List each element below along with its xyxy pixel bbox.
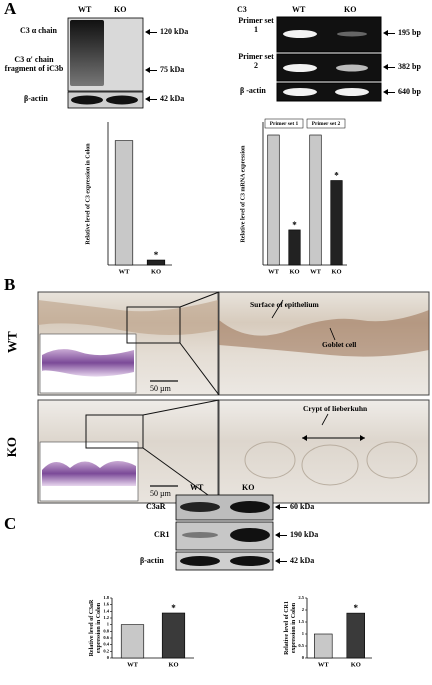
lane-label: KO bbox=[344, 5, 357, 14]
significance-mark: * bbox=[334, 171, 339, 181]
bar bbox=[330, 180, 343, 266]
row-label: Primer set 1 bbox=[238, 16, 274, 34]
y-tick-label: 0 bbox=[302, 655, 305, 660]
row-label: β-actin bbox=[140, 556, 164, 565]
bar bbox=[288, 229, 301, 266]
row-label: β -actin bbox=[240, 86, 266, 95]
bar bbox=[120, 624, 145, 659]
y-tick-label: 1.2 bbox=[103, 615, 109, 620]
row-label: Primer set 2 bbox=[238, 52, 274, 70]
y-axis-label: Relative level of C3 mRNA expression bbox=[240, 144, 246, 243]
significance-mark: * bbox=[354, 603, 359, 613]
x-tick-label: KO bbox=[289, 268, 299, 275]
size-label: 42 kDa bbox=[275, 556, 314, 566]
lane-label: KO bbox=[114, 5, 127, 14]
x-tick-label: KO bbox=[331, 268, 341, 275]
panel-label: A bbox=[4, 0, 17, 18]
histology-images bbox=[37, 291, 430, 504]
x-tick-label: WT bbox=[127, 661, 139, 668]
significance-mark: * bbox=[154, 250, 159, 260]
size-label: 190 kDa bbox=[275, 530, 318, 540]
x-tick-label: WT bbox=[119, 268, 131, 275]
bar bbox=[146, 259, 166, 266]
annotation: Surface of epithelium bbox=[250, 300, 319, 309]
y-axis-label: Relative level of C3 expression in Colon bbox=[85, 142, 91, 245]
group-label: Primer set 1 bbox=[270, 121, 299, 127]
y-tick-label: 1 bbox=[107, 622, 110, 627]
lane-label: WT bbox=[78, 5, 92, 14]
annotation: Crypt of lieberkuhn bbox=[303, 404, 368, 413]
x-tick-label: WT bbox=[310, 268, 322, 275]
x-tick-label: WT bbox=[318, 661, 330, 668]
bar bbox=[314, 633, 333, 659]
row-label: CR1 bbox=[154, 530, 170, 539]
western-blot bbox=[67, 17, 144, 109]
group-label: Primer set 2 bbox=[312, 121, 341, 127]
size-label: 75 kDa bbox=[145, 65, 184, 75]
size-label: 60 kDa bbox=[275, 502, 314, 512]
bar bbox=[161, 612, 186, 659]
scale-bar-label: 50 µm bbox=[150, 489, 171, 498]
y-tick-label: 1.6 bbox=[103, 602, 109, 607]
y-tick-label: 1.5 bbox=[298, 619, 304, 624]
western-blot bbox=[175, 494, 274, 571]
row-label: C3aR bbox=[146, 502, 166, 511]
x-tick-label: KO bbox=[168, 661, 178, 668]
significance-mark: * bbox=[292, 220, 297, 230]
bar bbox=[309, 134, 322, 266]
y-axis-label: Relative level of CR1 expression in Colo… bbox=[284, 601, 297, 655]
size-label: 195 bp bbox=[383, 28, 421, 38]
x-tick-label: KO bbox=[151, 268, 161, 275]
y-tick-label: 0.6 bbox=[103, 635, 109, 640]
size-label: 42 kDa bbox=[145, 94, 184, 104]
y-tick-label: 2.5 bbox=[298, 595, 304, 600]
y-axis-label: Relative level of C3aR expression in Col… bbox=[89, 599, 102, 657]
y-tick-label: 0.8 bbox=[103, 628, 109, 633]
bar bbox=[114, 140, 134, 266]
y-tick-label: 0 bbox=[107, 655, 110, 660]
size-label: 382 bp bbox=[383, 62, 421, 72]
group-box bbox=[264, 118, 304, 129]
panel-label: B bbox=[4, 275, 16, 294]
y-tick-label: 1.8 bbox=[103, 595, 109, 600]
size-label: 640 bp bbox=[383, 87, 421, 97]
x-tick-label: KO bbox=[351, 661, 361, 668]
lane-label: WT bbox=[190, 483, 204, 492]
scale-bar-label: 50 µm bbox=[150, 384, 171, 393]
y-tick-label: 0.2 bbox=[103, 648, 109, 653]
bar bbox=[267, 134, 280, 266]
y-tick-label: 2 bbox=[302, 607, 305, 612]
y-tick-label: 0.4 bbox=[103, 642, 109, 647]
lane-label: WT bbox=[292, 5, 306, 14]
annotation: Goblet cell bbox=[322, 340, 357, 349]
row-label: C3 α chain bbox=[20, 26, 57, 35]
panel-label: C bbox=[4, 514, 17, 533]
row-label: KO bbox=[3, 437, 19, 458]
bar bbox=[346, 612, 365, 659]
y-tick-label: 1 bbox=[302, 631, 305, 636]
pcr-gel bbox=[276, 16, 382, 102]
significance-mark: * bbox=[171, 603, 176, 613]
size-label: 120 kDa bbox=[145, 27, 188, 37]
x-tick-label: WT bbox=[268, 268, 280, 275]
group-box bbox=[306, 118, 346, 129]
row-label: WT bbox=[4, 331, 20, 353]
row-label: C3 α' chain fragment of iC3b bbox=[4, 55, 64, 73]
gel-title: C3 bbox=[237, 5, 247, 14]
y-tick-label: 0.5 bbox=[298, 643, 304, 648]
row-label: β-actin bbox=[24, 94, 48, 103]
lane-label: KO bbox=[242, 483, 255, 492]
y-tick-label: 1.4 bbox=[103, 608, 109, 613]
